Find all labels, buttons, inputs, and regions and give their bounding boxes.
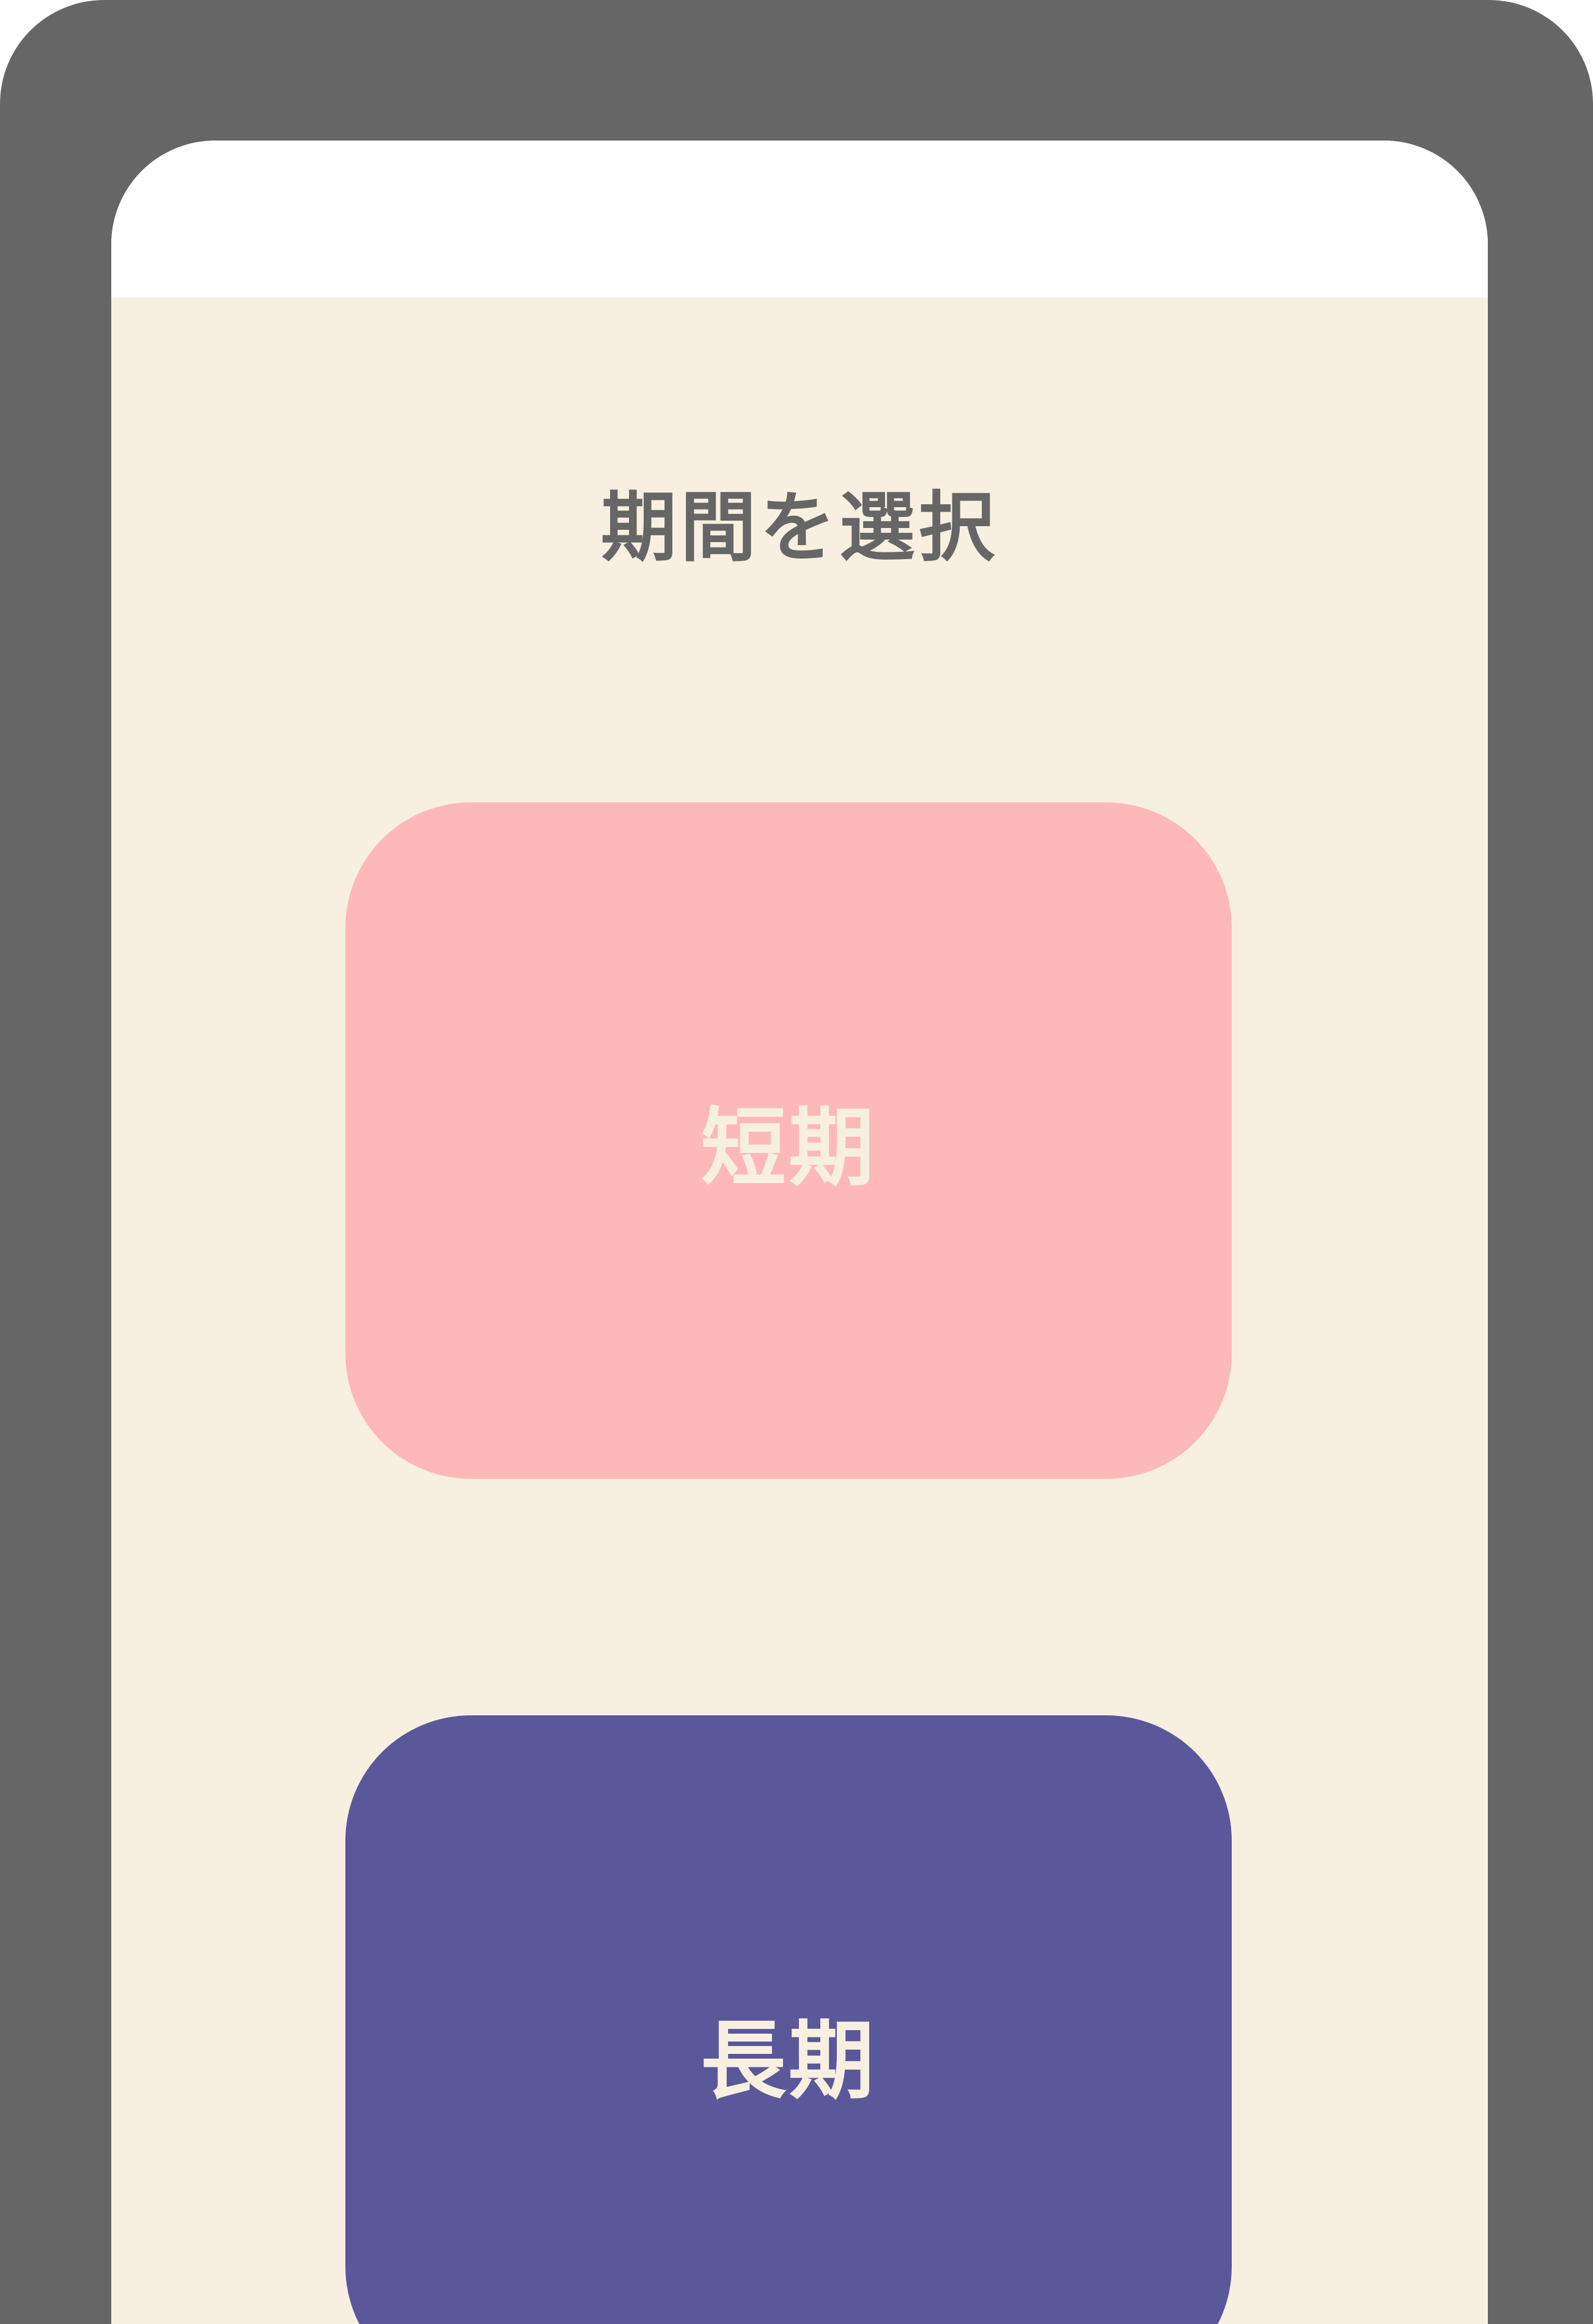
page-title: 期間を選択	[600, 484, 998, 572]
status-bar	[111, 141, 1488, 298]
phone-screen: 期間を選択 短期 長期	[111, 141, 1488, 2324]
short-term-label: 短期	[700, 1098, 877, 1198]
long-term-button[interactable]: 長期	[345, 1715, 1232, 2324]
long-term-label: 長期	[700, 2011, 877, 2111]
period-select-page: 期間を選択 短期 長期	[111, 298, 1488, 2324]
short-term-button[interactable]: 短期	[345, 802, 1232, 1479]
